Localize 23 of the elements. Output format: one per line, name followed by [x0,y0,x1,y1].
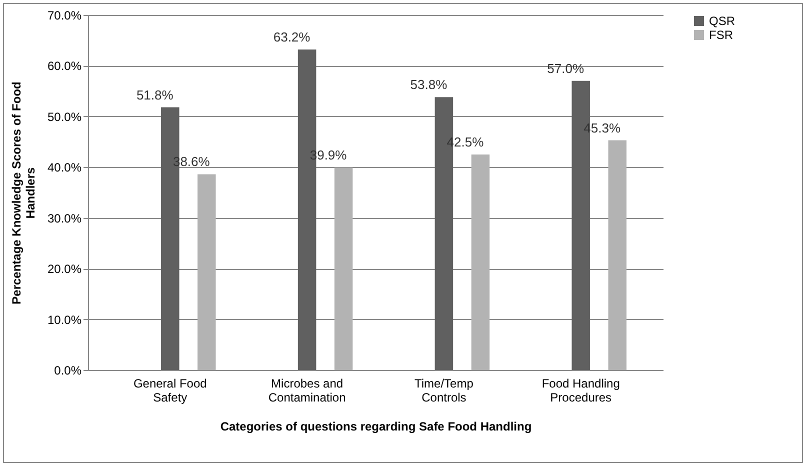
x-tick-label: General Food Safety [133,376,207,404]
y-tick-label: 50.0% [47,110,82,124]
bar [198,174,216,370]
data-label: 53.8% [410,77,448,92]
y-tick-label: 60.0% [47,59,82,74]
bar [471,154,490,370]
y-tick-label: 40.0% [47,160,82,175]
x-tick-label: Food Handling Procedures [542,376,620,404]
bar [608,140,626,370]
x-tick-label: Microbes and Contamination [268,376,346,404]
x-tick-label: Time/Temp Controls [414,376,474,404]
y-tick-label: 10.0% [47,312,82,327]
y-axis-title: Percentage Knowledge Scores of Food Handlers [9,82,38,304]
legend-label: QSR [709,14,736,28]
y-tick-label: 20.0% [47,262,82,276]
y-tick-label: 70.0% [47,8,82,22]
data-label: 63.2% [273,29,311,44]
x-axis-title: Categories of questions regarding Safe Food Handling [220,420,532,434]
y-tick-label: 0.0% [54,364,82,378]
data-label: 51.8% [136,87,174,102]
legend-label: FSR [709,28,734,42]
y-tick-label: 30.0% [47,211,82,226]
bar [334,168,353,370]
